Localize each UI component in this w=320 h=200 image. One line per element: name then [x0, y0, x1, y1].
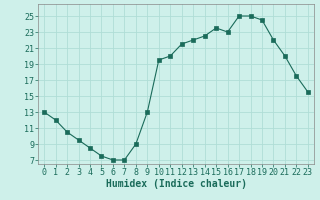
X-axis label: Humidex (Indice chaleur): Humidex (Indice chaleur)	[106, 179, 246, 189]
